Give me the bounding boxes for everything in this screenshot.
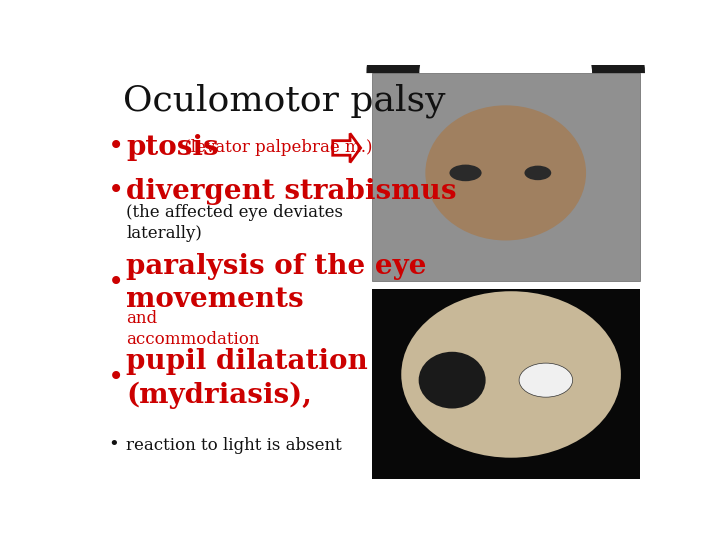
Text: ptosis: ptosis [126, 134, 219, 161]
Ellipse shape [426, 105, 586, 240]
Ellipse shape [449, 165, 482, 181]
Text: paralysis of the eye
movements: paralysis of the eye movements [126, 253, 427, 313]
Text: •: • [108, 178, 124, 205]
Bar [372, 289, 639, 478]
Text: (the affected eye deviates
laterally): (the affected eye deviates laterally) [126, 204, 343, 242]
Text: •: • [108, 436, 119, 454]
Ellipse shape [418, 352, 485, 409]
Text: •: • [108, 269, 124, 296]
Text: •: • [108, 134, 124, 161]
Text: and
accommodation: and accommodation [126, 310, 260, 348]
Text: divergent strabismus: divergent strabismus [126, 178, 456, 205]
Bar [372, 73, 639, 281]
Text: •: • [108, 365, 124, 392]
Ellipse shape [524, 166, 552, 180]
Text: pupil dilatation
(mydriasis),: pupil dilatation (mydriasis), [126, 348, 368, 409]
Ellipse shape [519, 363, 572, 397]
Polygon shape [333, 133, 361, 163]
Text: (levator palpebrae m.): (levator palpebrae m.) [179, 139, 373, 157]
Ellipse shape [401, 291, 621, 458]
Wedge shape [366, 0, 645, 73]
Text: reaction to light is absent: reaction to light is absent [126, 437, 342, 454]
Text: Oculomotor palsy: Oculomotor palsy [124, 84, 446, 118]
